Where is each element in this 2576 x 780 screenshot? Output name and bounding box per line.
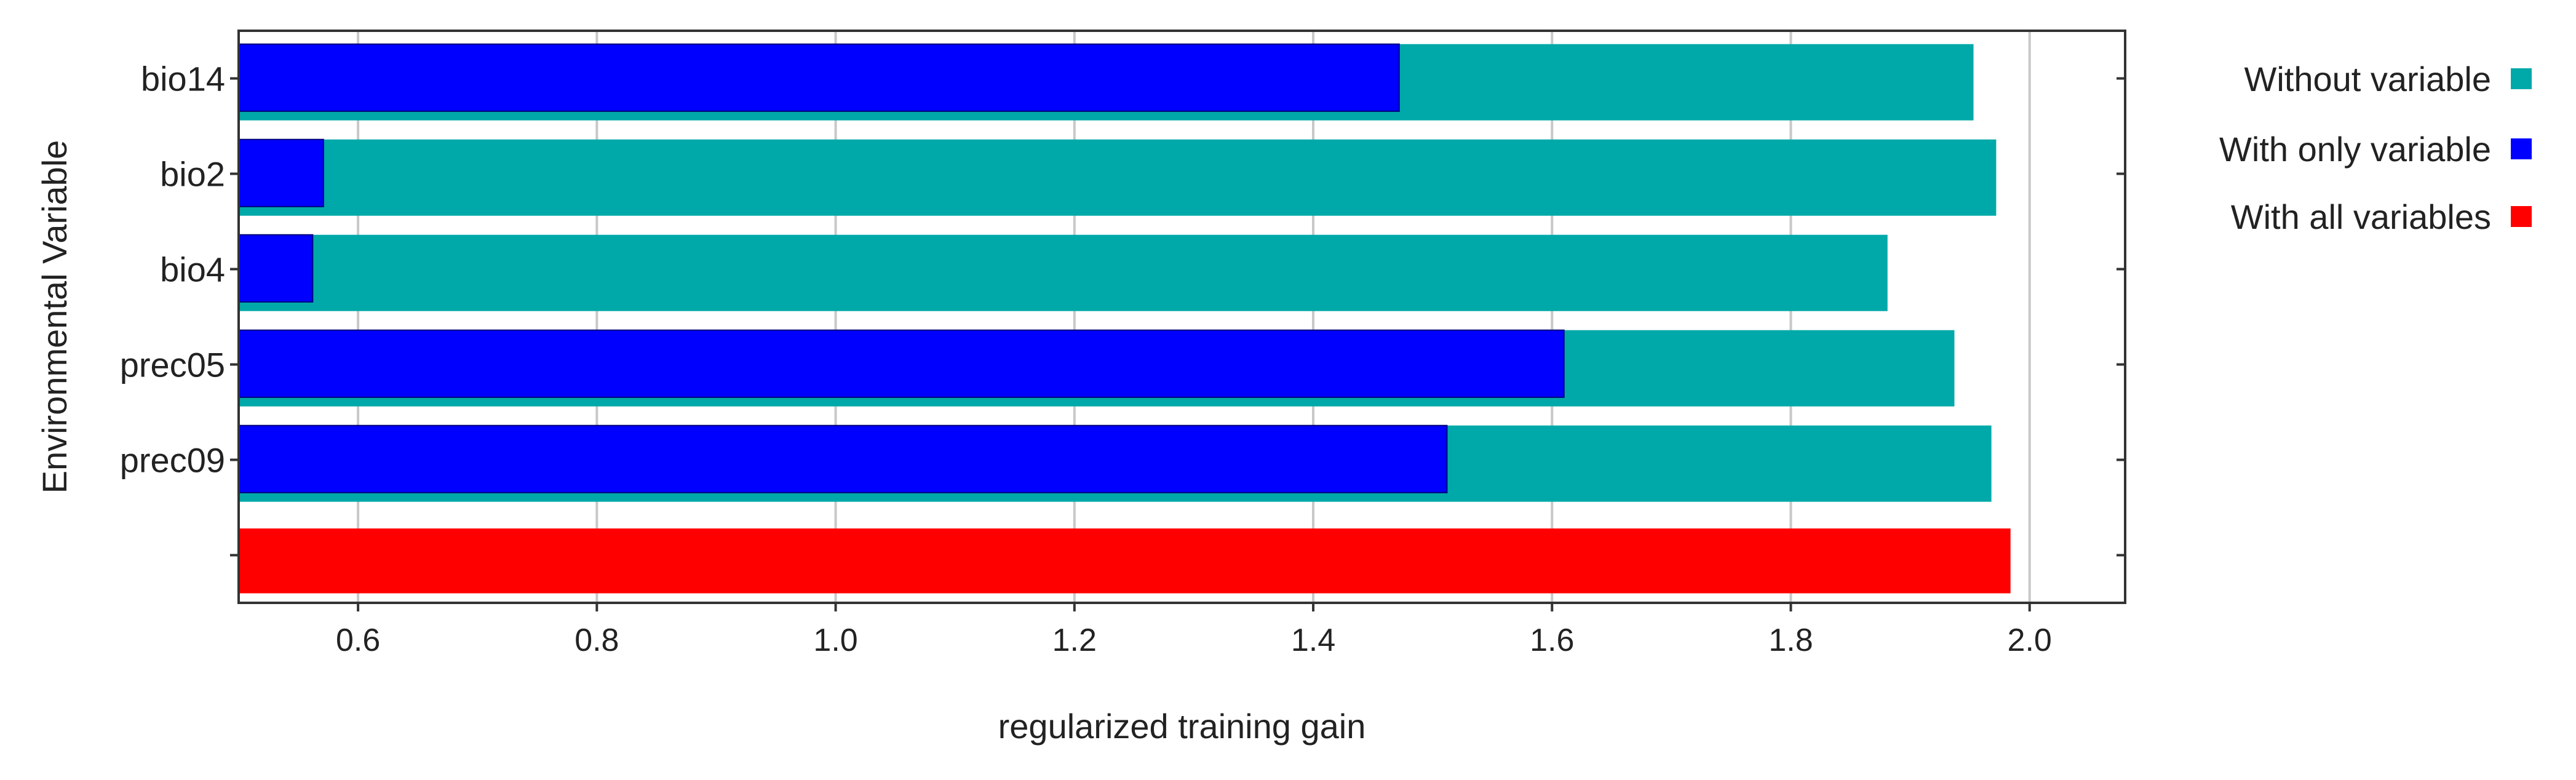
bar-with-only-variable [239, 44, 1399, 111]
y-category-label: bio4 [160, 250, 225, 289]
y-axis-title: Environmental Variable [35, 140, 74, 494]
x-tick-label: 1.0 [813, 623, 857, 658]
y-category-label: prec09 [120, 441, 225, 480]
x-tick-label: 0.6 [336, 623, 380, 658]
bar-with-all-variables [239, 528, 2011, 593]
bar-with-only-variable [239, 235, 312, 302]
bar-with-only-variable [239, 140, 324, 207]
y-category-label: bio14 [141, 60, 225, 98]
y-category-label: bio2 [160, 155, 225, 194]
legend-label: Without variable [2244, 60, 2491, 98]
x-tick-label: 1.4 [1291, 623, 1335, 658]
legend-label: With all variables [2231, 197, 2491, 236]
legend-label: With only variable [2219, 130, 2491, 169]
legend: Without variable With only variable With a… [2219, 60, 2532, 236]
x-tick-label: 1.2 [1052, 623, 1097, 658]
x-tick-label: 0.8 [574, 623, 619, 658]
legend-swatch [2511, 206, 2532, 227]
x-tick-label: 1.6 [1530, 623, 1574, 658]
x-tick-label: 2.0 [2008, 623, 2052, 658]
bar-with-only-variable [239, 330, 1564, 397]
bar-without-variable [239, 140, 1996, 216]
x-tick-label: 1.8 [1768, 623, 1813, 658]
y-category-label: prec05 [120, 346, 225, 384]
bar-without-variable [239, 235, 1888, 311]
x-axis-title: regularized training gain [998, 707, 1366, 746]
legend-swatch [2511, 138, 2532, 159]
bar-with-only-variable [239, 426, 1447, 493]
legend-swatch [2511, 68, 2532, 89]
